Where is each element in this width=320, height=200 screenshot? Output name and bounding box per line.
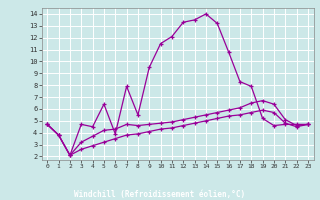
Text: Windchill (Refroidissement éolien,°C): Windchill (Refroidissement éolien,°C) <box>75 190 245 199</box>
